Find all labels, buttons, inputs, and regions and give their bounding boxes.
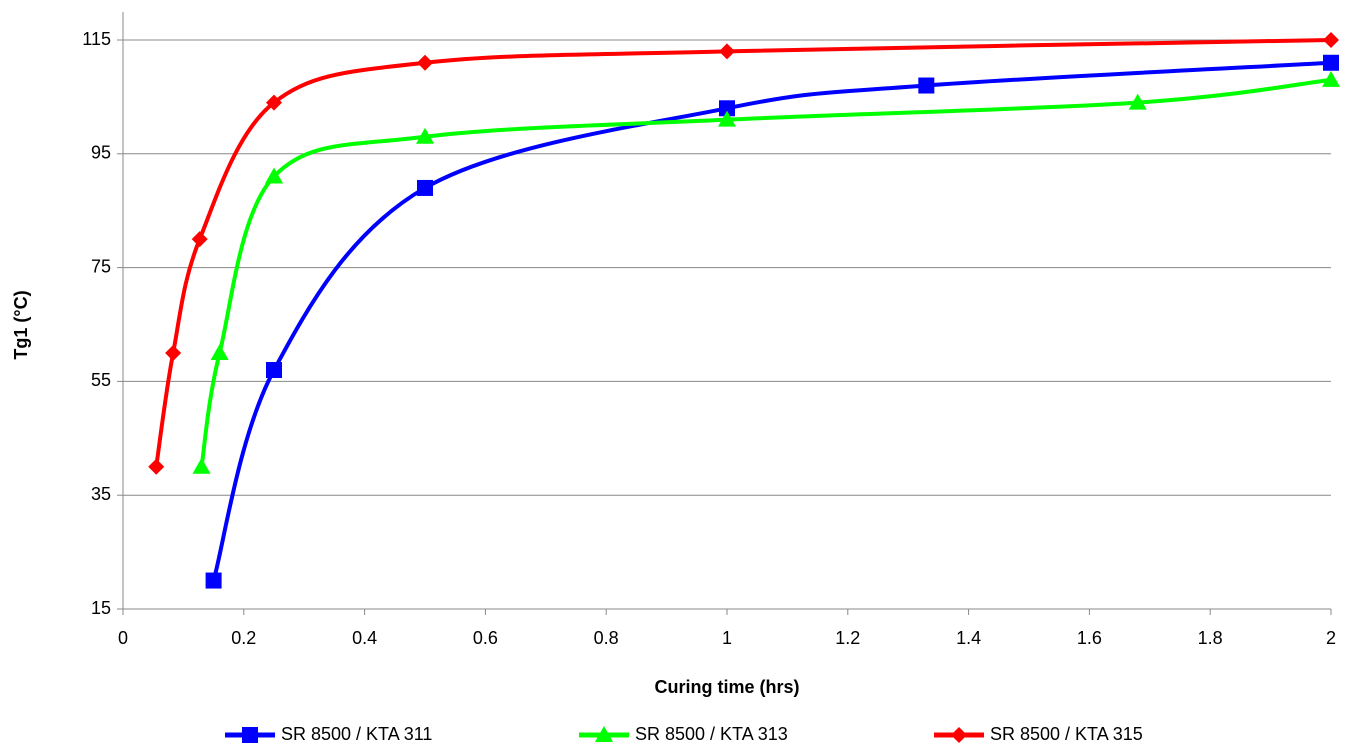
marker xyxy=(1128,93,1147,110)
y-tick-label: 95 xyxy=(91,143,111,163)
y-tick-label: 55 xyxy=(91,370,111,390)
marker xyxy=(595,726,613,742)
x-tick-label: 1 xyxy=(722,628,732,648)
x-tick-label: 0.6 xyxy=(473,628,498,648)
series-line xyxy=(199,77,1332,468)
marker xyxy=(1322,70,1340,87)
marker xyxy=(951,727,967,743)
x-axis-title: Curing time (hrs) xyxy=(654,677,799,697)
marker xyxy=(266,362,282,379)
x-tick-label: 2 xyxy=(1326,628,1336,648)
marker xyxy=(242,727,258,743)
x-tick-label: 0.4 xyxy=(352,628,377,648)
marker xyxy=(1323,32,1339,48)
marker xyxy=(192,457,211,474)
y-tick-label: 115 xyxy=(82,29,111,49)
y-tick-label: 35 xyxy=(91,484,111,504)
x-tick-label: 0.8 xyxy=(594,628,619,648)
x-tick-label: 1.8 xyxy=(1198,628,1223,648)
marker xyxy=(918,77,935,94)
marker xyxy=(165,344,182,361)
y-tick-label: 75 xyxy=(91,256,111,276)
marker xyxy=(719,100,735,117)
legend-label: SR 8500 / KTA 311 xyxy=(281,724,432,744)
y-tick-label: 15 xyxy=(91,598,111,618)
marker xyxy=(266,94,282,111)
series-line xyxy=(154,38,1332,468)
marker xyxy=(205,572,222,589)
marker xyxy=(148,458,165,475)
marker xyxy=(417,179,433,196)
marker xyxy=(719,43,735,60)
legend-label: SR 8500 / KTA 313 xyxy=(635,724,788,744)
marker xyxy=(210,343,229,360)
marker xyxy=(718,110,736,127)
x-tick-label: 1.4 xyxy=(956,628,981,648)
x-tick-label: 1.2 xyxy=(835,628,860,648)
y-axis-title: Tg1 (°C) xyxy=(11,290,31,359)
legend-label: SR 8500 / KTA 315 xyxy=(990,724,1143,744)
marker xyxy=(265,167,283,184)
x-tick-label: 0 xyxy=(118,628,128,648)
x-tick-label: 0.2 xyxy=(231,628,256,648)
marker xyxy=(191,231,208,248)
marker xyxy=(416,127,434,144)
marker xyxy=(1323,54,1339,71)
x-tick-label: 1.6 xyxy=(1077,628,1102,648)
marker xyxy=(417,54,433,71)
